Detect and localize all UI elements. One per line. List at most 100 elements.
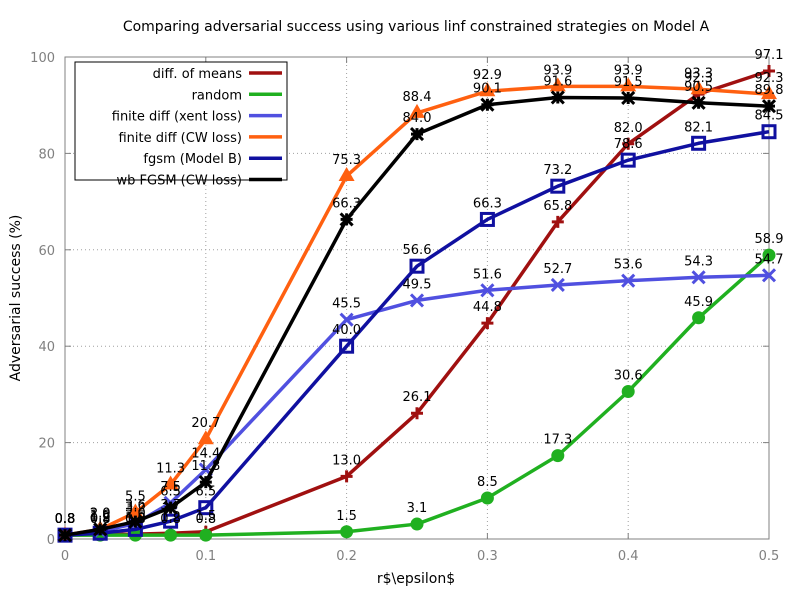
data-point: [481, 317, 494, 330]
x-tick-label: 0.1: [195, 549, 216, 564]
data-label: 58.9: [755, 232, 784, 247]
data-label: 91.5: [614, 75, 643, 90]
data-label: 1.0: [125, 511, 146, 526]
data-point: [409, 258, 425, 274]
data-point: [162, 475, 179, 490]
data-label: 11.3: [156, 462, 185, 477]
data-label: 82.0: [614, 121, 643, 136]
data-label: 26.1: [403, 390, 432, 405]
data-label: 2.0: [90, 506, 111, 521]
data-label: 53.6: [614, 258, 643, 273]
data-label: 0.8: [90, 512, 111, 527]
data-label: 92.3: [755, 71, 784, 86]
data-point: [198, 500, 214, 516]
x-tick-label: 0.4: [618, 549, 639, 564]
data-label: 54.3: [684, 254, 713, 269]
data-label: 0.8: [195, 512, 216, 527]
data-label: 6.5: [195, 485, 216, 500]
data-label: 66.3: [473, 196, 502, 211]
data-label: 13.0: [332, 453, 361, 468]
y-tick-label: 20: [38, 437, 55, 452]
data-point: [621, 273, 636, 288]
data-point: [127, 503, 144, 518]
data-point: [761, 99, 777, 114]
data-point: [409, 127, 425, 142]
data-label: 0.8: [55, 512, 76, 527]
data-label: 40.0: [332, 323, 361, 338]
y-tick-label: 60: [38, 244, 55, 259]
legend-label: wb FGSM (CW loss): [117, 174, 243, 189]
data-point: [620, 152, 636, 168]
data-point: [620, 77, 637, 92]
grid: [65, 57, 769, 539]
data-label: 5.5: [125, 489, 146, 504]
legend-box: [74, 61, 288, 181]
data-point: [57, 528, 73, 543]
data-point: [621, 90, 636, 106]
plot-frame: [64, 56, 770, 540]
data-label: 0.9: [90, 512, 111, 527]
data-point: [128, 514, 143, 529]
data-label: 30.6: [614, 369, 643, 384]
data-label: 45.5: [332, 297, 361, 312]
data-point: [339, 312, 354, 327]
data-label: 49.5: [403, 277, 432, 292]
x-axis-title: r$\epsilon$: [377, 571, 455, 587]
data-label: 0.8: [55, 512, 76, 527]
data-point: [761, 268, 777, 283]
data-point: [480, 491, 494, 505]
data-label: 75.3: [332, 153, 361, 168]
x-tick-label: 0.2: [336, 549, 357, 564]
series-5: [57, 90, 777, 543]
data-label: 51.6: [473, 267, 502, 282]
data-label: 44.8: [473, 300, 502, 315]
data-point: [164, 528, 178, 542]
data-label: 6.5: [160, 485, 181, 500]
data-point: [690, 80, 707, 95]
data-point: [763, 64, 775, 77]
data-label: 0.8: [55, 512, 76, 527]
data-label: 92.9: [473, 68, 502, 83]
data-point: [340, 470, 353, 483]
data-label: 93.3: [684, 66, 713, 81]
data-label: 8.5: [477, 475, 498, 490]
data-label: 0.8: [160, 512, 181, 527]
data-label: 82.1: [684, 120, 713, 135]
data-label: 93.9: [614, 63, 643, 78]
data-label: 20.7: [191, 416, 220, 431]
data-point: [479, 211, 495, 227]
data-point: [163, 513, 179, 529]
data-label: 1.2: [90, 510, 111, 525]
data-label: 1.6: [90, 508, 111, 523]
series: [57, 64, 777, 543]
data-label: 89.8: [755, 83, 784, 98]
data-label: 0.8: [55, 512, 76, 527]
data-point: [198, 475, 213, 490]
data-labels: 0.8 0.9 1.0 1.2 1.513.026.144.865.882.092.39…: [55, 48, 784, 527]
data-label: 1.2: [160, 510, 181, 525]
y-axis-title: Adversarial success (%): [8, 215, 24, 382]
legend-label: finite diff (CW loss): [118, 131, 242, 146]
data-label: 91.6: [543, 74, 572, 89]
data-label: 84.5: [755, 109, 784, 124]
legend-label: finite diff (xent loss): [112, 110, 242, 125]
data-point: [199, 528, 213, 542]
data-label: 2.0: [90, 506, 111, 521]
data-label: 88.4: [403, 90, 432, 105]
data-label: 0.8: [55, 512, 76, 527]
data-label: 17.3: [543, 433, 572, 448]
data-point: [163, 500, 178, 515]
data-point: [761, 85, 777, 100]
x-axis: 0 0.1 0.2 0.3 0.4 0.5: [61, 57, 779, 564]
data-label: 3.7: [160, 498, 181, 513]
data-point: [549, 77, 566, 92]
data-label: 93.9: [543, 63, 572, 78]
data-label: 3.2: [125, 501, 146, 516]
data-point: [550, 178, 566, 194]
y-tick-label: 40: [38, 340, 55, 355]
x-tick-label: 0: [61, 549, 69, 564]
data-label: 3.1: [407, 501, 428, 516]
data-label: 90.1: [473, 82, 502, 97]
data-label: 3.6: [125, 499, 146, 514]
